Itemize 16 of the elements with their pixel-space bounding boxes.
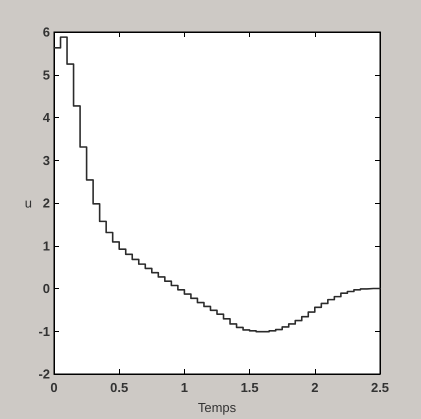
y-tick-label: 2 [42,196,50,210]
x-tick-label: 1.5 [240,380,259,395]
y-tick-label: -1 [38,324,50,339]
x-tick-label: 2 [311,380,318,395]
y-tick-label: 5 [42,67,50,82]
y-tick-label: 6 [42,24,50,40]
y-tick-label: -2 [38,366,50,382]
x-axis-title: Temps [198,400,237,415]
y-axis-title: u [24,196,32,210]
y-tick-label: 4 [42,110,51,125]
y-tick-label: 0 [42,281,50,296]
x-tick-label: 2.5 [370,380,390,395]
y-tick-label: 3 [42,152,50,168]
x-tick-label: 1 [180,380,188,395]
x-tick-label: 0.5 [110,380,128,395]
y-tick-label: 1 [42,238,50,254]
